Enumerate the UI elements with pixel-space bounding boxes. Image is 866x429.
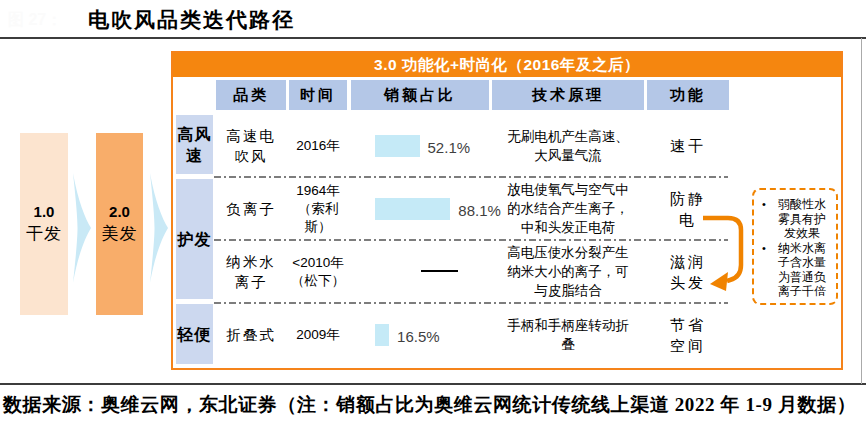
figure-label: 图 27：: [8, 10, 62, 31]
row-separator: [214, 302, 728, 304]
share-bar: [375, 324, 389, 346]
cell-time: 1964年 （索利斯）: [286, 177, 350, 240]
cell-category: 折叠式: [216, 303, 286, 366]
stage-1-box: 1.0 干发: [20, 133, 68, 315]
cell-time: 2009年: [286, 303, 350, 366]
stage-2-number: 2.0: [109, 203, 130, 220]
callout-box: •弱酸性水雾具有护发效果 •纳米水离子含水量为普通负离子千倍: [752, 188, 838, 305]
cell-principle: 放电使氧气与空气中 的水结合产生离子， 中和头发正电荷: [492, 177, 644, 240]
stage-2-label: 美发: [102, 222, 138, 245]
share-value: 16.5%: [397, 328, 440, 345]
no-data-dash: [421, 270, 458, 272]
col-header-function: 功能: [647, 80, 729, 110]
group-label-light: 轻便: [176, 304, 213, 364]
cell-principle: 手柄和手柄座转动折 叠: [492, 303, 644, 366]
cell-category: 高速电 吹风: [216, 114, 286, 177]
cell-category: 纳米水 离子: [216, 240, 286, 303]
group-label-haircare: 护发: [176, 179, 213, 299]
stage-1-number: 1.0: [34, 203, 55, 220]
cell-function: 节省 空间: [647, 303, 729, 366]
flow-arrow-icon: [149, 172, 169, 284]
bullet-icon: •: [760, 197, 774, 241]
cell-principle: 高电压使水分裂产生 纳米大小的离子，可 与皮脂结合: [492, 240, 644, 303]
share-value: 52.1%: [428, 139, 471, 156]
cell-principle: 无刷电机产生高速、 大风量气流: [492, 114, 644, 177]
flow-arrow-icon: [72, 172, 92, 284]
stage-1-label: 干发: [26, 222, 62, 245]
cell-time: <2010年 （松下）: [286, 240, 350, 303]
callout-bullet: 弱酸性水雾具有护发效果: [774, 197, 830, 241]
row-separator: [214, 176, 728, 178]
cell-category: 负离子: [216, 177, 286, 240]
iteration-table: 3.0 功能化+时尚化（2016年及之后） 品类 时间 销额占比 技术原理 功能…: [171, 51, 843, 370]
page-title: 电吹风品类迭代路径: [88, 6, 295, 34]
share-bar: [375, 135, 420, 157]
cell-function: 速干: [647, 114, 729, 177]
callout-arrow-icon: [700, 210, 750, 295]
col-header-share: 销额占比: [351, 80, 489, 110]
col-header-time: 时间: [289, 80, 347, 110]
source-note: 数据来源：奥维云网，东北证券（注：销额占比为奥维云网统计传统线上渠道 2022 …: [3, 392, 856, 418]
title-underline: [0, 37, 866, 39]
bullet-icon: •: [760, 241, 774, 299]
row-separator: [214, 239, 728, 241]
page-border-line: [861, 38, 862, 384]
cell-time: 2016年: [286, 114, 350, 177]
footer-rule: [0, 383, 866, 385]
share-bar: [375, 198, 450, 220]
col-header-principle: 技术原理: [492, 80, 644, 110]
stage-2-box: 2.0 美发: [96, 133, 143, 315]
col-header-category: 品类: [216, 80, 286, 110]
group-label-highspeed: 高风速: [176, 115, 213, 174]
table-title-bar: 3.0 功能化+时尚化（2016年及之后）: [173, 53, 841, 77]
callout-bullet: 纳米水离子含水量为普通负离子千倍: [774, 241, 830, 299]
